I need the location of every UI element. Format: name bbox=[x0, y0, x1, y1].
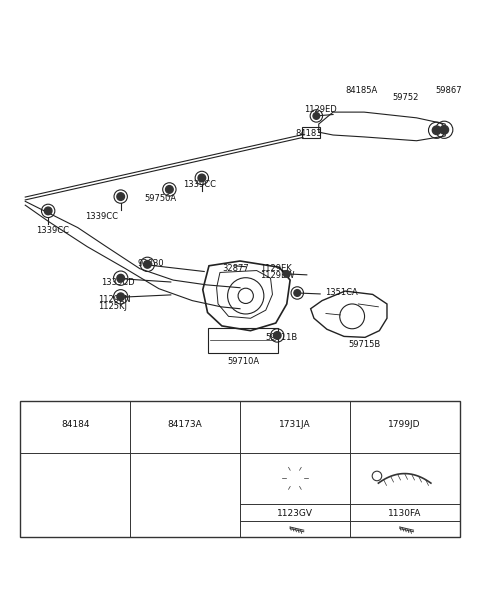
Circle shape bbox=[166, 185, 173, 193]
Text: 59715B: 59715B bbox=[349, 341, 381, 350]
Circle shape bbox=[117, 193, 124, 201]
Circle shape bbox=[440, 125, 448, 134]
Text: 1125KJ: 1125KJ bbox=[98, 302, 127, 311]
Text: 32877: 32877 bbox=[222, 264, 249, 273]
Text: 1129ED: 1129ED bbox=[304, 105, 337, 114]
Text: 93830: 93830 bbox=[137, 259, 164, 268]
Text: 84185A: 84185A bbox=[345, 86, 377, 95]
Circle shape bbox=[283, 270, 290, 277]
Circle shape bbox=[144, 261, 151, 268]
Text: 1123GV: 1123GV bbox=[277, 509, 313, 518]
Text: 1339CC: 1339CC bbox=[36, 226, 69, 235]
Text: 1129EN: 1129EN bbox=[98, 295, 131, 304]
Text: 1339CC: 1339CC bbox=[85, 211, 118, 221]
Text: 1129EK: 1129EK bbox=[261, 264, 292, 273]
Circle shape bbox=[294, 290, 300, 296]
Text: 1799JD: 1799JD bbox=[388, 419, 421, 428]
Text: 84183: 84183 bbox=[295, 129, 322, 138]
Text: 59752: 59752 bbox=[393, 93, 419, 102]
Circle shape bbox=[117, 293, 124, 301]
Text: 59710A: 59710A bbox=[227, 357, 259, 366]
Text: 84184: 84184 bbox=[61, 419, 90, 428]
Text: 59750A: 59750A bbox=[144, 195, 177, 204]
Text: 1351CA: 1351CA bbox=[325, 288, 358, 297]
Circle shape bbox=[432, 126, 441, 135]
Text: 59867: 59867 bbox=[436, 86, 462, 95]
Text: 1129EW: 1129EW bbox=[261, 271, 295, 281]
Text: 84173A: 84173A bbox=[168, 419, 203, 428]
Text: 1339CD: 1339CD bbox=[101, 278, 134, 287]
Circle shape bbox=[274, 331, 281, 339]
Circle shape bbox=[313, 113, 320, 119]
Circle shape bbox=[44, 207, 52, 215]
FancyBboxPatch shape bbox=[21, 401, 459, 537]
Text: 1130FA: 1130FA bbox=[388, 509, 421, 518]
Text: 1339CC: 1339CC bbox=[183, 180, 216, 189]
Circle shape bbox=[117, 275, 124, 282]
Circle shape bbox=[198, 174, 205, 182]
Text: 59711B: 59711B bbox=[265, 333, 298, 342]
Text: 1731JA: 1731JA bbox=[279, 419, 311, 428]
